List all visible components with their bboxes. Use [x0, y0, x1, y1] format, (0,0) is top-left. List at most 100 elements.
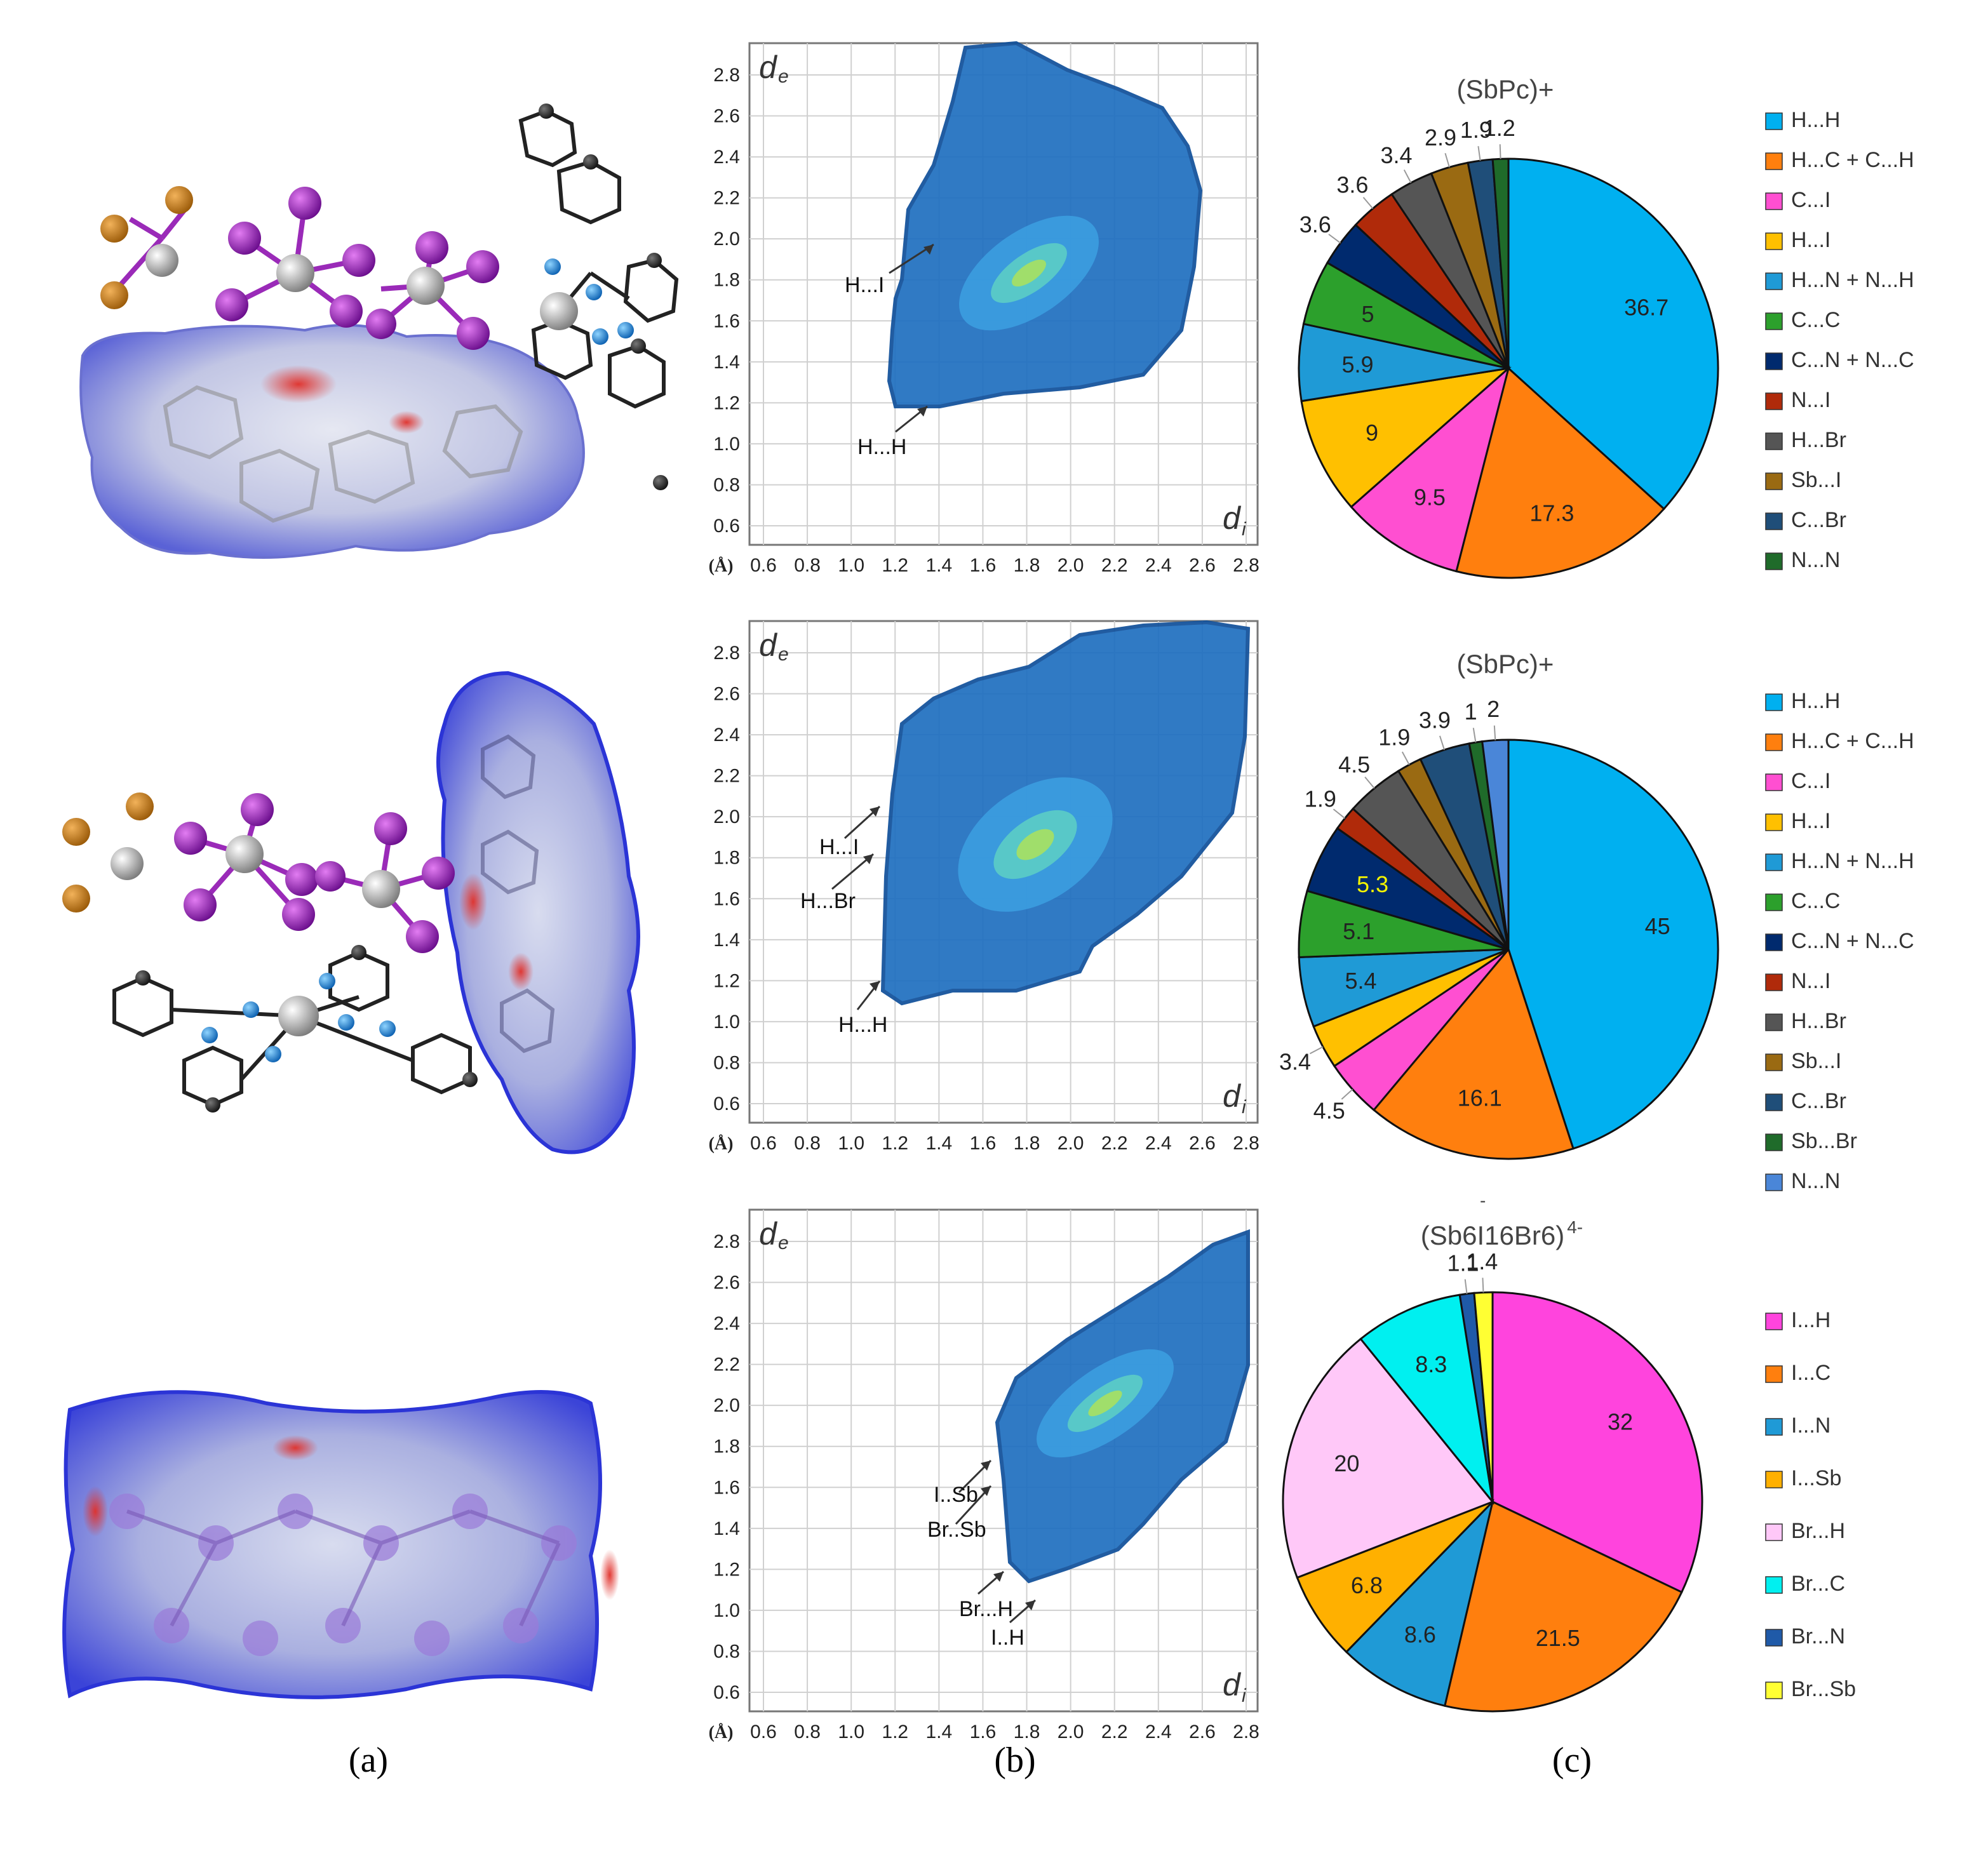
- hirshfeld-surface-row3: [62, 1390, 619, 1699]
- x-tick-label: 2.8: [1233, 1722, 1259, 1742]
- y-tick-label: 1.2: [713, 970, 740, 991]
- pie-data-label: 1.4: [1466, 1248, 1498, 1274]
- x-tick-label: 1.6: [970, 1133, 997, 1154]
- leader-line: [1328, 234, 1341, 244]
- x-axis-label-sub: i: [1242, 1685, 1247, 1706]
- annotation-label: Br..Sb: [927, 1518, 986, 1542]
- pie-slice: [1455, 366, 1665, 579]
- legend-label: N...I: [1791, 969, 1830, 993]
- legend-label: N...N: [1791, 1169, 1840, 1193]
- legend-label: H...Br: [1791, 1009, 1846, 1033]
- x-axis-label: d: [1223, 1078, 1242, 1114]
- legend-label: H...H: [1791, 108, 1840, 132]
- y-tick-label: 2.6: [713, 684, 740, 705]
- annotation-label: H...H: [857, 435, 906, 459]
- legend-label: H...C + C...H: [1791, 148, 1914, 172]
- pie-slice: [1296, 1501, 1494, 1654]
- legend-label: Sb...I: [1791, 468, 1841, 492]
- y-tick-label: 2.2: [713, 766, 740, 787]
- legend-swatch: [1765, 152, 1783, 170]
- leader-line: [1401, 751, 1410, 765]
- y-tick-label: 1.6: [713, 311, 740, 331]
- y-tick-label: 1.0: [713, 1012, 740, 1033]
- y-tick-label: 1.4: [713, 1518, 740, 1539]
- legend-swatch: [1765, 1576, 1783, 1594]
- y-tick-label: 2.4: [713, 1313, 740, 1334]
- legend-label: H...C + C...H: [1791, 729, 1914, 753]
- annotation-label: H...I: [845, 273, 884, 297]
- y-tick-label: 2.0: [713, 806, 740, 827]
- pie-data-label: 3.6: [1336, 172, 1368, 198]
- hirshfeld-surface-row2: [436, 671, 640, 1154]
- y-tick-label: 0.6: [713, 1682, 740, 1703]
- leader-line: [1493, 725, 1496, 740]
- annotation-label: Br...H: [959, 1597, 1013, 1621]
- panel-a-illustrations: [62, 104, 679, 1699]
- annotation-label: I..Sb: [934, 1483, 978, 1507]
- pie-slice: [1345, 1499, 1494, 1708]
- leader-line: [1482, 1278, 1484, 1293]
- x-axis-label-sub: i: [1242, 1097, 1247, 1118]
- leader-line: [1499, 144, 1501, 159]
- x-tick-label: 1.2: [882, 1722, 908, 1742]
- fingerprint-plot-3: 0.6 0.6 0.8 0.8 1.0 1.0 1.2 1.2 1.4 1.4 1.6 1.6 1.8 1…: [709, 1208, 1259, 1742]
- leader-line: [1403, 169, 1412, 184]
- pie-slice: [1507, 739, 1719, 1150]
- pie-data-label: 3.6: [1300, 211, 1331, 237]
- x-tick-label: 1.8: [1014, 555, 1040, 576]
- y-tick-label: 0.8: [713, 1052, 740, 1073]
- pie-data-label: 5.9: [1341, 351, 1373, 377]
- leader-line: [1333, 808, 1346, 819]
- leader-line: [1341, 1088, 1353, 1100]
- legend-swatch: [1765, 973, 1783, 991]
- pie-slice: [1282, 1337, 1494, 1579]
- y-axis-label: d: [759, 1216, 778, 1252]
- pie-data-label: 1.9: [1378, 725, 1410, 751]
- pie-data-label: 2: [1487, 696, 1500, 722]
- legend-swatch: [1765, 1053, 1783, 1071]
- legend-swatch: [1765, 1313, 1783, 1330]
- legend-swatch: [1765, 272, 1783, 290]
- legend-label: Br...C: [1791, 1572, 1845, 1596]
- x-tick-label: 1.2: [882, 555, 908, 576]
- x-tick-label: 2.4: [1145, 555, 1172, 576]
- pie-data-label: 17.3: [1529, 500, 1574, 526]
- x-tick-label: 1.4: [926, 555, 953, 576]
- pie-data-label: 8.6: [1404, 1621, 1436, 1647]
- legend-swatch: [1765, 1681, 1783, 1699]
- x-axis-label: d: [1223, 1667, 1242, 1702]
- pie-data-label: 36.7: [1624, 295, 1669, 321]
- pie-data-label: 8.3: [1415, 1351, 1447, 1377]
- fingerprint-plots: 0.6 0.6 0.8 0.8 1.0 1.0 1.2 1.2 1.4 1.4 1.6 1.6 1.8 1…: [709, 41, 1259, 1742]
- pie-title-superscript: 4-: [1567, 1217, 1583, 1237]
- legend-label: H...I: [1791, 228, 1830, 252]
- legend-label: I...C: [1791, 1361, 1830, 1385]
- pc-atoms-row1: [539, 104, 668, 490]
- arrowhead: [870, 981, 880, 991]
- pie-data-label: 5: [1362, 301, 1374, 327]
- y-tick-label: 2.8: [713, 65, 740, 86]
- legend-swatch: [1765, 893, 1783, 911]
- legend-label: Br...H: [1791, 1519, 1845, 1543]
- legend-swatch: [1765, 1418, 1783, 1436]
- legend-swatch: [1765, 1013, 1783, 1031]
- panel-label-c: (c): [1552, 1741, 1592, 1780]
- atoms-row2: [62, 792, 455, 953]
- legend-label: C...N + N...C: [1791, 929, 1914, 953]
- x-tick-label: 0.8: [794, 1133, 821, 1154]
- pie-slice: [1507, 157, 1719, 511]
- arrowhead: [917, 406, 927, 417]
- arrowhead: [981, 1486, 991, 1496]
- pie-data-label: 16.1: [1458, 1085, 1502, 1111]
- pie-slice: [1300, 366, 1512, 509]
- x-tick-label: 2.0: [1058, 1722, 1084, 1742]
- pie-data-label: 5.1: [1343, 918, 1374, 944]
- y-tick-label: 0.6: [713, 516, 740, 537]
- legend-swatch: [1765, 853, 1783, 871]
- x-tick-label: 1.6: [970, 555, 997, 576]
- legend-label: Sb...Br: [1791, 1129, 1857, 1153]
- pie-data-label: 1: [1465, 699, 1477, 725]
- pie-title: (Sb6I16Br6): [1421, 1220, 1564, 1250]
- legend-label: H...N + N...H: [1791, 268, 1914, 292]
- legend-swatch: [1765, 192, 1783, 210]
